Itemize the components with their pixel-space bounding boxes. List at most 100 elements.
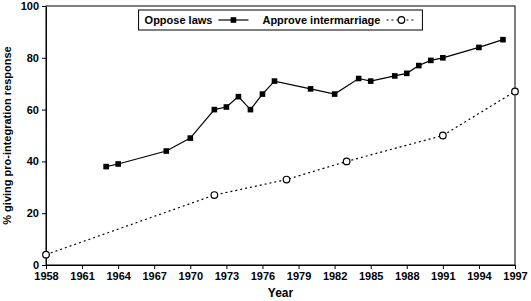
tick-label: 1973 <box>215 270 239 282</box>
data-point <box>248 107 254 113</box>
tick: 40 <box>27 155 46 167</box>
series-line <box>106 40 503 167</box>
tick: 100 <box>21 0 46 12</box>
legend-marker <box>398 17 405 24</box>
tick-label: 60 <box>27 104 39 116</box>
data-point <box>283 176 290 183</box>
tick-mark <box>42 6 46 7</box>
tick: 1997 <box>503 265 527 282</box>
legend-label: Oppose laws <box>145 14 213 26</box>
x-axis-title: Year <box>268 286 294 300</box>
legend-marker <box>231 17 237 23</box>
tick-label: 1976 <box>251 270 275 282</box>
tick: 1970 <box>179 265 203 282</box>
tick-mark <box>42 110 46 111</box>
legend-box <box>139 10 423 30</box>
plot-area <box>43 37 519 258</box>
tick-label: 1985 <box>359 270 383 282</box>
tick-mark <box>262 265 263 269</box>
tick: 1964 <box>106 265 131 282</box>
data-point <box>440 132 447 139</box>
tick: 1991 <box>431 265 455 282</box>
tick-label: 1970 <box>179 270 203 282</box>
data-point <box>332 91 338 97</box>
tick: 1973 <box>215 265 239 282</box>
data-point <box>356 76 362 82</box>
tick: 80 <box>27 52 46 64</box>
tick-mark <box>443 265 444 269</box>
tick-label: 100 <box>21 0 39 12</box>
tick-label: 1982 <box>323 270 347 282</box>
tick-label: 20 <box>27 207 39 219</box>
axis-line <box>47 266 516 270</box>
tick: 1985 <box>359 265 383 282</box>
tick: 0 <box>33 259 46 271</box>
tick: 1976 <box>251 265 275 282</box>
y-axis-title: % giving pro-integration response <box>1 46 13 224</box>
tick-mark <box>82 265 83 269</box>
data-point <box>392 73 398 79</box>
data-point <box>211 192 218 199</box>
tick-mark <box>335 265 336 269</box>
tick-label: 0 <box>33 259 39 271</box>
tick-mark <box>118 265 119 269</box>
axis-line <box>42 7 47 266</box>
data-point <box>236 94 242 100</box>
chart: 1958 1961 1964 1967 1970 1973 1976 1979 1982 1985… <box>0 0 531 301</box>
tick-label: 1997 <box>503 270 527 282</box>
tick-mark <box>479 265 480 269</box>
tick: 20 <box>27 207 46 219</box>
data-point <box>440 55 446 61</box>
tick: 1979 <box>287 265 311 282</box>
data-point <box>163 148 169 154</box>
data-point <box>343 158 350 165</box>
tick-label: 1979 <box>287 270 311 282</box>
data-point <box>500 37 506 43</box>
tick-label: 80 <box>27 52 39 64</box>
tick-label: 1991 <box>431 270 455 282</box>
tick-mark <box>42 161 46 162</box>
data-point <box>512 88 519 95</box>
tick-mark <box>407 265 408 269</box>
tick-mark <box>515 265 516 269</box>
tick-mark <box>371 265 372 269</box>
tick-label: 1961 <box>70 270 94 282</box>
data-point <box>188 135 194 141</box>
tick-label: 1967 <box>142 270 166 282</box>
data-point <box>404 71 410 77</box>
tick-mark <box>154 265 155 269</box>
tick: 1982 <box>323 265 347 282</box>
y-axis: 0 20 40 60 80 100 <box>21 0 47 271</box>
tick: 60 <box>27 104 46 116</box>
tick-label: 1994 <box>467 270 492 282</box>
data-point <box>272 78 278 84</box>
data-point <box>476 45 482 51</box>
tick-label: 1964 <box>106 270 131 282</box>
legend-label: Approve intermarriage <box>262 14 380 26</box>
tick: 1994 <box>467 265 492 282</box>
legend: Oppose laws Approve intermarriage <box>139 10 423 30</box>
tick-mark <box>299 265 300 269</box>
series-line <box>46 91 515 254</box>
data-point <box>43 251 50 258</box>
tick-label: 1958 <box>34 270 58 282</box>
data-point <box>428 58 434 64</box>
data-point <box>260 91 266 97</box>
tick-mark <box>190 265 191 269</box>
data-point <box>224 104 230 110</box>
tick-mark <box>42 265 46 266</box>
data-point <box>368 78 374 84</box>
tick-label: 40 <box>27 155 39 167</box>
tick: 1988 <box>395 265 419 282</box>
tick: 1961 <box>70 265 94 282</box>
data-point <box>416 63 422 69</box>
tick-mark <box>42 213 46 214</box>
tick-mark <box>42 58 46 59</box>
data-point <box>308 86 314 92</box>
tick-mark <box>226 265 227 269</box>
tick: 1967 <box>142 265 166 282</box>
data-point <box>115 161 121 167</box>
data-point <box>103 164 109 170</box>
plot-frame <box>46 6 515 265</box>
tick-label: 1988 <box>395 270 419 282</box>
